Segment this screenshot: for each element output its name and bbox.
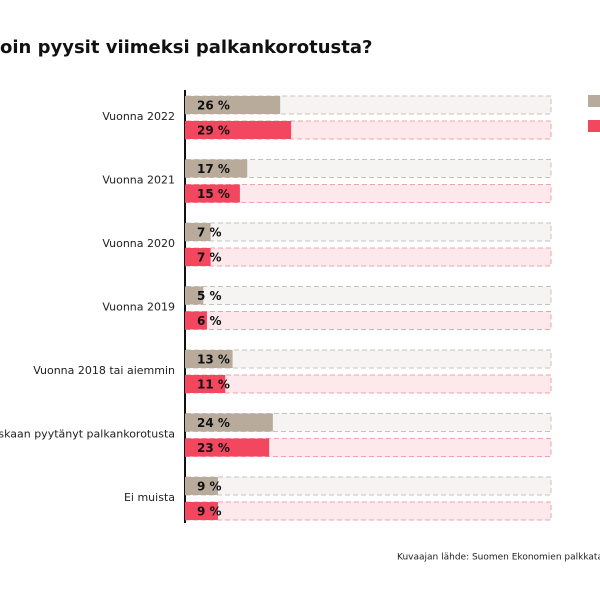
bar bbox=[185, 184, 240, 203]
bar bbox=[185, 121, 292, 139]
bar-background bbox=[185, 374, 552, 394]
bar bbox=[185, 96, 281, 114]
bar-background bbox=[185, 222, 552, 242]
value-label: 23 % bbox=[197, 441, 230, 455]
legend-swatch bbox=[588, 95, 600, 107]
value-label: 9 % bbox=[197, 505, 222, 519]
value-label: 29 % bbox=[197, 124, 230, 138]
value-label: 13 % bbox=[197, 353, 230, 367]
bar-background bbox=[185, 286, 552, 305]
chart-title: oin pyysit viimeksi palkankorotusta? bbox=[0, 37, 372, 58]
bar bbox=[185, 350, 233, 368]
bar bbox=[185, 413, 273, 432]
bar bbox=[185, 223, 211, 241]
category-label: Vuonna 2019 bbox=[102, 301, 175, 314]
value-label: 26 % bbox=[197, 99, 230, 113]
value-label: 9 % bbox=[197, 480, 222, 494]
category-label: Vuonna 2018 tai aiemmin bbox=[33, 364, 175, 377]
bar bbox=[185, 286, 204, 305]
bar-background bbox=[185, 349, 552, 369]
bar bbox=[185, 502, 218, 520]
value-label: 11 % bbox=[197, 378, 230, 392]
value-label: 6 % bbox=[197, 314, 222, 328]
value-label: 17 % bbox=[197, 162, 230, 176]
category-label: Ei muista bbox=[124, 491, 175, 504]
bar bbox=[185, 159, 248, 178]
source-note: Kuvaajan lähde: Suomen Ekonomien palkkat… bbox=[397, 553, 600, 563]
bar-background bbox=[185, 501, 552, 521]
category-label: Vuonna 2020 bbox=[102, 237, 175, 250]
bar-background bbox=[185, 184, 552, 203]
bar-background bbox=[185, 476, 552, 496]
legend-swatch bbox=[588, 120, 600, 132]
value-label: 5 % bbox=[197, 289, 222, 303]
bar-background bbox=[185, 247, 552, 267]
category-label: Vuonna 2022 bbox=[102, 110, 175, 123]
value-label: 7 % bbox=[197, 251, 222, 265]
bar bbox=[185, 311, 207, 330]
bar bbox=[185, 248, 211, 266]
value-label: 24 % bbox=[197, 416, 230, 430]
category-label: oskaan pyytänyt palkankorotusta bbox=[0, 428, 175, 441]
bar bbox=[185, 375, 226, 393]
bar bbox=[185, 438, 270, 457]
bar bbox=[185, 477, 218, 495]
value-label: 7 % bbox=[197, 226, 222, 240]
category-label: Vuonna 2021 bbox=[102, 174, 175, 187]
bar-background bbox=[185, 311, 552, 330]
value-label: 15 % bbox=[197, 187, 230, 201]
